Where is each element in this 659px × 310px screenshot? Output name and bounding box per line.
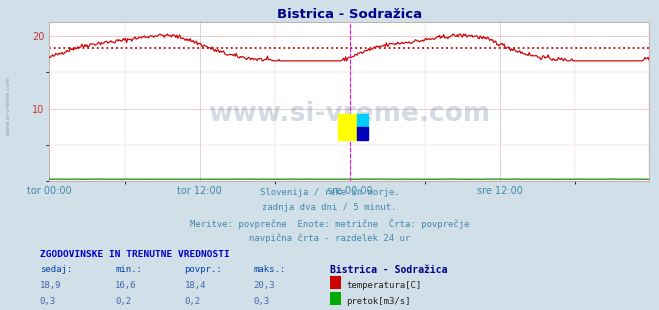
Text: povpr.:: povpr.: [185,265,222,274]
Text: 0,3: 0,3 [40,297,55,306]
Text: 0,2: 0,2 [115,297,131,306]
Text: 0,2: 0,2 [185,297,200,306]
Text: maks.:: maks.: [254,265,286,274]
Text: www.si-vreme.com: www.si-vreme.com [208,101,490,127]
Text: 18,4: 18,4 [185,281,206,290]
Bar [357,127,368,140]
Text: 20,3: 20,3 [254,281,275,290]
Text: navpična črta - razdelek 24 ur: navpična črta - razdelek 24 ur [249,233,410,243]
Text: 0,3: 0,3 [254,297,270,306]
Text: www.si-vreme.com: www.si-vreme.com [5,76,11,135]
Text: 16,6: 16,6 [115,281,137,290]
Text: sedaj:: sedaj: [40,265,72,274]
Title: Bistrica - Sodražica: Bistrica - Sodražica [277,7,422,20]
Text: Bistrica - Sodražica: Bistrica - Sodražica [330,265,447,275]
Text: zadnja dva dni / 5 minut.: zadnja dva dni / 5 minut. [262,203,397,212]
Text: Meritve: povprečne  Enote: metrične  Črta: povprečje: Meritve: povprečne Enote: metrične Črta:… [190,219,469,229]
Bar [338,114,357,140]
Text: ZGODOVINSKE IN TRENUTNE VREDNOSTI: ZGODOVINSKE IN TRENUTNE VREDNOSTI [40,250,229,259]
Text: pretok[m3/s]: pretok[m3/s] [346,297,411,306]
Text: min.:: min.: [115,265,142,274]
Text: Slovenija / reke in morje.: Slovenija / reke in morje. [260,188,399,197]
Bar [357,114,368,127]
Text: 18,9: 18,9 [40,281,61,290]
Text: temperatura[C]: temperatura[C] [346,281,421,290]
